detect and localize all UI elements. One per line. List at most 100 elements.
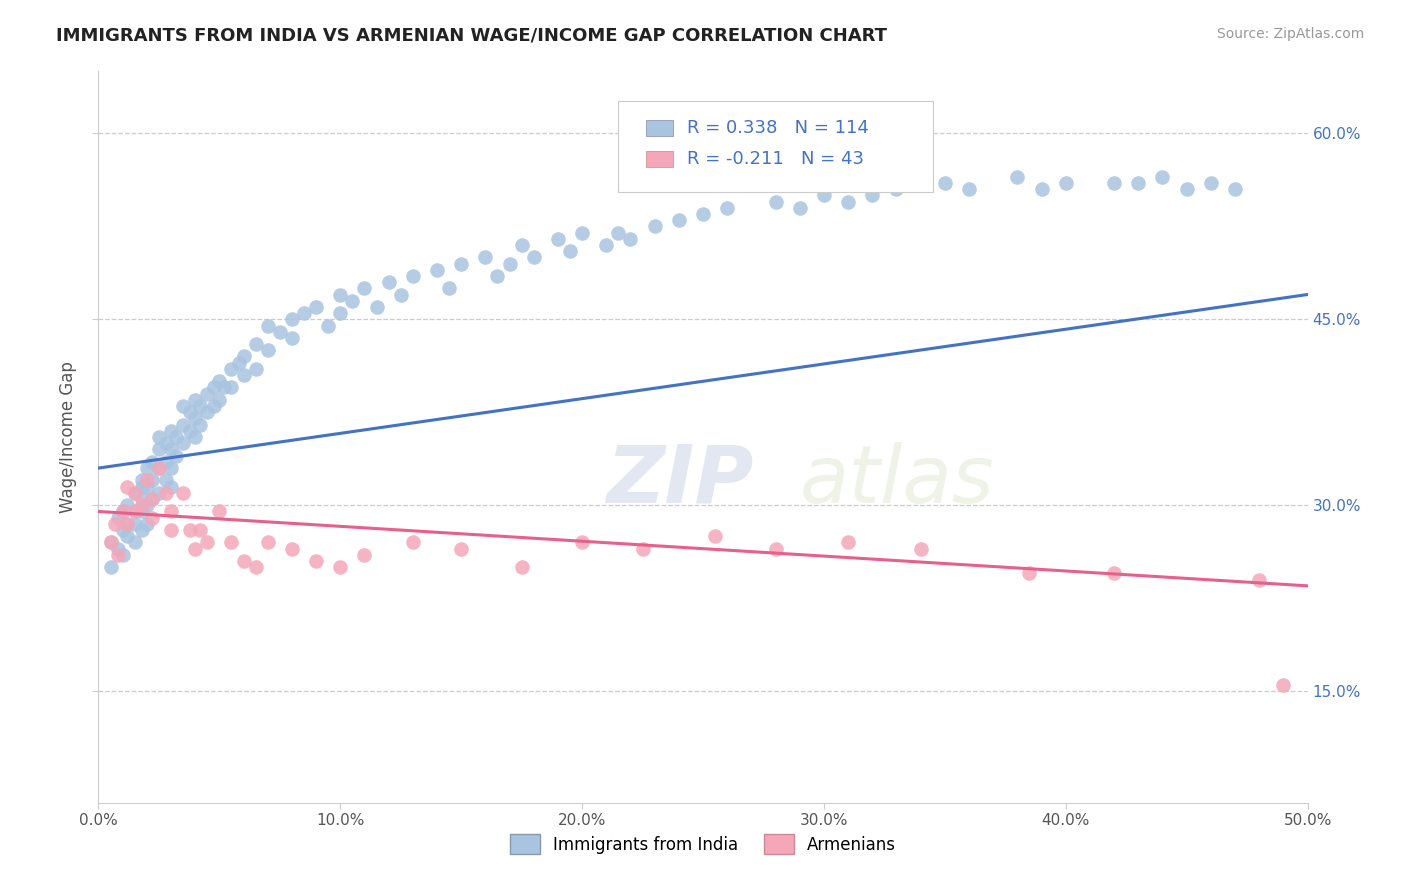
Point (124, 486, 146, 500)
Point (232, 368, 254, 383)
Point (148, 430, 170, 444)
Point (117, 498, 139, 512)
Point (1175, 182, 1198, 196)
Point (184, 392, 207, 407)
Point (107, 541, 129, 556)
Point (165, 430, 187, 444)
Point (789, 201, 811, 215)
Point (111, 504, 134, 518)
Point (124, 486, 146, 500)
Point (172, 486, 194, 500)
Point (402, 268, 425, 283)
Point (1249, 573, 1271, 587)
Point (450, 541, 472, 556)
Text: IMMIGRANTS FROM INDIA VS ARMENIAN WAGE/INCOME GAP CORRELATION CHART: IMMIGRANTS FROM INDIA VS ARMENIAN WAGE/I… (56, 27, 887, 45)
Point (165, 449, 187, 463)
Point (131, 504, 153, 518)
Point (204, 399, 226, 413)
Point (160, 504, 183, 518)
Point (342, 293, 364, 308)
Point (619, 232, 641, 246)
Point (366, 300, 388, 314)
Point (160, 523, 183, 537)
Point (107, 548, 129, 562)
Point (188, 417, 211, 432)
Point (692, 207, 714, 221)
Point (172, 399, 194, 413)
Point (111, 504, 134, 518)
Point (141, 474, 163, 488)
Point (195, 535, 218, 549)
Point (160, 461, 183, 475)
Point (910, 541, 932, 556)
Point (1018, 566, 1040, 581)
Point (256, 535, 278, 549)
Point (353, 548, 375, 562)
Point (160, 424, 183, 438)
Point (486, 268, 509, 283)
Point (245, 362, 267, 376)
Point (437, 281, 460, 295)
Point (1031, 182, 1053, 196)
Point (281, 541, 304, 556)
Point (232, 554, 254, 568)
Point (860, 188, 883, 202)
Point (1272, 678, 1295, 692)
Text: ZIP: ZIP (606, 442, 754, 520)
Point (305, 300, 328, 314)
Point (141, 455, 163, 469)
Point (135, 498, 157, 512)
Point (1223, 182, 1246, 196)
Point (117, 516, 139, 531)
Point (195, 405, 218, 419)
Point (135, 474, 157, 488)
Legend: Immigrants from India, Armenians: Immigrants from India, Armenians (503, 828, 903, 860)
FancyBboxPatch shape (619, 101, 932, 192)
Point (172, 436, 194, 450)
Point (498, 256, 520, 270)
Point (131, 523, 153, 537)
Point (155, 455, 177, 469)
Point (523, 250, 546, 264)
Point (607, 226, 630, 240)
Point (837, 535, 859, 549)
Point (204, 380, 226, 394)
Point (184, 541, 207, 556)
Point (131, 474, 153, 488)
Point (160, 442, 183, 457)
FancyBboxPatch shape (647, 151, 673, 167)
Point (1128, 176, 1150, 190)
Point (1152, 169, 1174, 184)
Point (256, 318, 278, 333)
Point (1102, 566, 1125, 581)
Point (631, 541, 654, 556)
Point (329, 560, 352, 574)
Point (155, 486, 177, 500)
Point (131, 491, 153, 506)
Point (269, 325, 291, 339)
Text: R = -0.211   N = 43: R = -0.211 N = 43 (688, 150, 865, 168)
Point (305, 554, 328, 568)
Text: Source: ZipAtlas.com: Source: ZipAtlas.com (1216, 27, 1364, 41)
Point (886, 182, 908, 196)
Point (281, 331, 304, 345)
Point (155, 436, 177, 450)
Point (117, 516, 139, 531)
Point (402, 535, 425, 549)
Point (644, 219, 666, 234)
Point (837, 194, 859, 209)
Point (124, 516, 146, 531)
Point (1007, 169, 1029, 184)
Point (813, 188, 835, 202)
Point (188, 523, 211, 537)
Point (474, 250, 496, 264)
Point (141, 491, 163, 506)
Point (353, 281, 375, 295)
FancyBboxPatch shape (647, 120, 673, 136)
Point (208, 392, 231, 407)
Point (117, 529, 139, 543)
Point (141, 491, 163, 506)
Point (316, 318, 339, 333)
Point (716, 201, 738, 215)
Point (100, 535, 122, 549)
